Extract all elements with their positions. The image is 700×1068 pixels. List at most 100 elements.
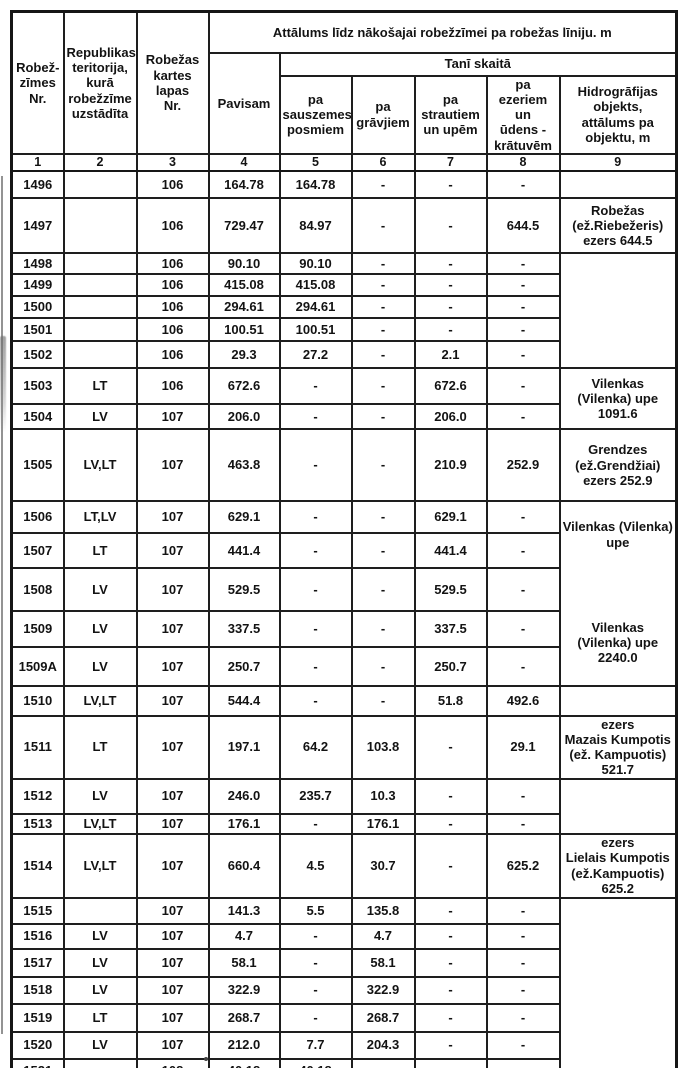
- cell-total: 4.7: [207, 922, 281, 950]
- cell-territory: [62, 252, 138, 276]
- cell-land: 64.2: [278, 714, 353, 780]
- cell-lakes: -: [485, 252, 561, 276]
- cell-hydro: Robežas (ež.Riebežeris) ezers 644.5: [558, 197, 678, 255]
- header-territory: Republikas teritorija, kurā robežzīme uz…: [62, 10, 138, 156]
- cell-land: -: [278, 684, 353, 717]
- cell-nr: 1520: [10, 1030, 65, 1060]
- cell-streams: 210.9: [413, 428, 488, 503]
- cell-territory: LV: [62, 777, 138, 815]
- cell-streams: 529.5: [413, 567, 488, 613]
- cell-lakes: -: [485, 317, 561, 343]
- cell-land: -: [278, 567, 353, 613]
- cell-total: 463.8: [207, 428, 281, 503]
- cell-total: 176.1: [207, 812, 281, 835]
- cell-land: 27.2: [278, 340, 353, 370]
- cell-land: -: [278, 922, 353, 950]
- cell-nr: 1515: [10, 896, 65, 925]
- cell-ditches: 58.1: [350, 947, 416, 978]
- table-row: 1499 106 415.08 415.08 - - -: [10, 273, 677, 298]
- cell-hydro: Vilenkas (Vilenka) upe Vilenkas (Vilenka…: [558, 500, 678, 687]
- cell-nr: 1511: [10, 714, 65, 780]
- cell-lakes: -: [485, 896, 561, 925]
- cell-territory: [62, 295, 138, 320]
- cell-streams: -: [413, 295, 488, 320]
- cell-lakes: -: [485, 812, 561, 835]
- cell-map-sheet: 107: [135, 777, 210, 815]
- cell-nr: 1498: [10, 252, 65, 276]
- cell-streams: -: [413, 777, 488, 815]
- table-row: 1519 LT 107 268.7 - 268.7 - -: [10, 1002, 677, 1033]
- cell-streams: -: [413, 317, 488, 343]
- cell-total: 246.0: [207, 777, 281, 815]
- cell-nr: 1510: [10, 684, 65, 717]
- table-row: 1507 LT 107 441.4 - - 441.4 -: [10, 531, 677, 570]
- header-nr: Robež- zīmes Nr.: [10, 10, 65, 156]
- cell-land: 294.61: [278, 295, 353, 320]
- cell-nr: 1505: [10, 428, 65, 503]
- cell-lakes: -: [485, 500, 561, 534]
- cell-lakes: -: [485, 367, 561, 406]
- table-row: 1504 LV 107 206.0 - - 206.0 -: [10, 403, 677, 431]
- cell-map-sheet: 106: [135, 252, 210, 276]
- cell-nr: 1518: [10, 975, 65, 1005]
- cell-land: 7.7: [278, 1030, 353, 1060]
- header-land: pa sauszemes posmiem: [278, 74, 353, 156]
- cell-map-sheet: 106: [135, 367, 210, 406]
- cell-nr: 1512: [10, 777, 65, 815]
- cell-total: 629.1: [207, 500, 281, 534]
- table-header: Robež- zīmes Nr. Republikas teritorija, …: [10, 10, 678, 173]
- cell-nr: 1507: [10, 531, 65, 570]
- cell-land: -: [278, 500, 353, 534]
- cell-map-sheet: 107: [135, 812, 210, 835]
- cell-lakes: -: [485, 922, 561, 950]
- cell-total: 141.3: [207, 896, 281, 925]
- cell-lakes: -: [485, 777, 561, 815]
- cell-territory: [62, 1057, 138, 1068]
- cell-lakes: 492.6: [485, 684, 561, 717]
- cell-ditches: -: [350, 428, 416, 503]
- column-number: 1: [10, 153, 65, 173]
- cell-territory: [62, 317, 138, 343]
- cell-territory: LV: [62, 645, 138, 687]
- cell-nr: 1517: [10, 947, 65, 978]
- cell-map-sheet: 106: [135, 273, 210, 298]
- cell-map-sheet: 107: [135, 975, 210, 1005]
- cell-nr: 1504: [10, 403, 65, 431]
- cell-nr: 1506: [10, 500, 65, 534]
- cell-ditches: -: [350, 252, 416, 276]
- scan-artifact-dot: [204, 1057, 208, 1061]
- table-row: 1509 LV 107 337.5 - - 337.5 -: [10, 610, 677, 648]
- cell-map-sheet: 107: [135, 428, 210, 503]
- table-row: 1500 106 294.61 294.61 - - -: [10, 295, 677, 320]
- table-row: 1516 LV 107 4.7 - 4.7 - -: [10, 922, 677, 950]
- cell-streams: 2.1: [413, 340, 488, 370]
- hydro-text-lower: Vilenkas (Vilenka) upe 2240.0: [577, 619, 659, 666]
- cell-territory: LV,LT: [62, 684, 138, 717]
- cell-total: 660.4: [207, 832, 281, 899]
- cell-lakes: -: [485, 947, 561, 978]
- cell-streams: -: [413, 170, 488, 200]
- cell-streams: -: [413, 947, 488, 978]
- cell-lakes: -: [485, 295, 561, 320]
- cell-lakes: -: [485, 170, 561, 200]
- cell-territory: LT: [62, 1002, 138, 1033]
- cell-lakes: -: [485, 273, 561, 298]
- cell-map-sheet: 107: [135, 896, 210, 925]
- cell-territory: LT,LV: [62, 500, 138, 534]
- cell-streams: -: [413, 922, 488, 950]
- cell-land: 164.78: [278, 170, 353, 200]
- cell-nr: 1501: [10, 317, 65, 343]
- cell-map-sheet: 107: [135, 684, 210, 717]
- cell-territory: LV: [62, 610, 138, 648]
- cell-land: -: [278, 975, 353, 1005]
- cell-map-sheet: 107: [135, 531, 210, 570]
- cell-nr: 1516: [10, 922, 65, 950]
- cell-territory: LV: [62, 922, 138, 950]
- cell-nr: 1509A: [10, 645, 65, 687]
- cell-ditches: 322.9: [350, 975, 416, 1005]
- cell-ditches: -: [350, 500, 416, 534]
- cell-land: -: [278, 403, 353, 431]
- cell-land: -: [278, 1002, 353, 1033]
- cell-map-sheet: 107: [135, 610, 210, 648]
- cell-map-sheet: 107: [135, 645, 210, 687]
